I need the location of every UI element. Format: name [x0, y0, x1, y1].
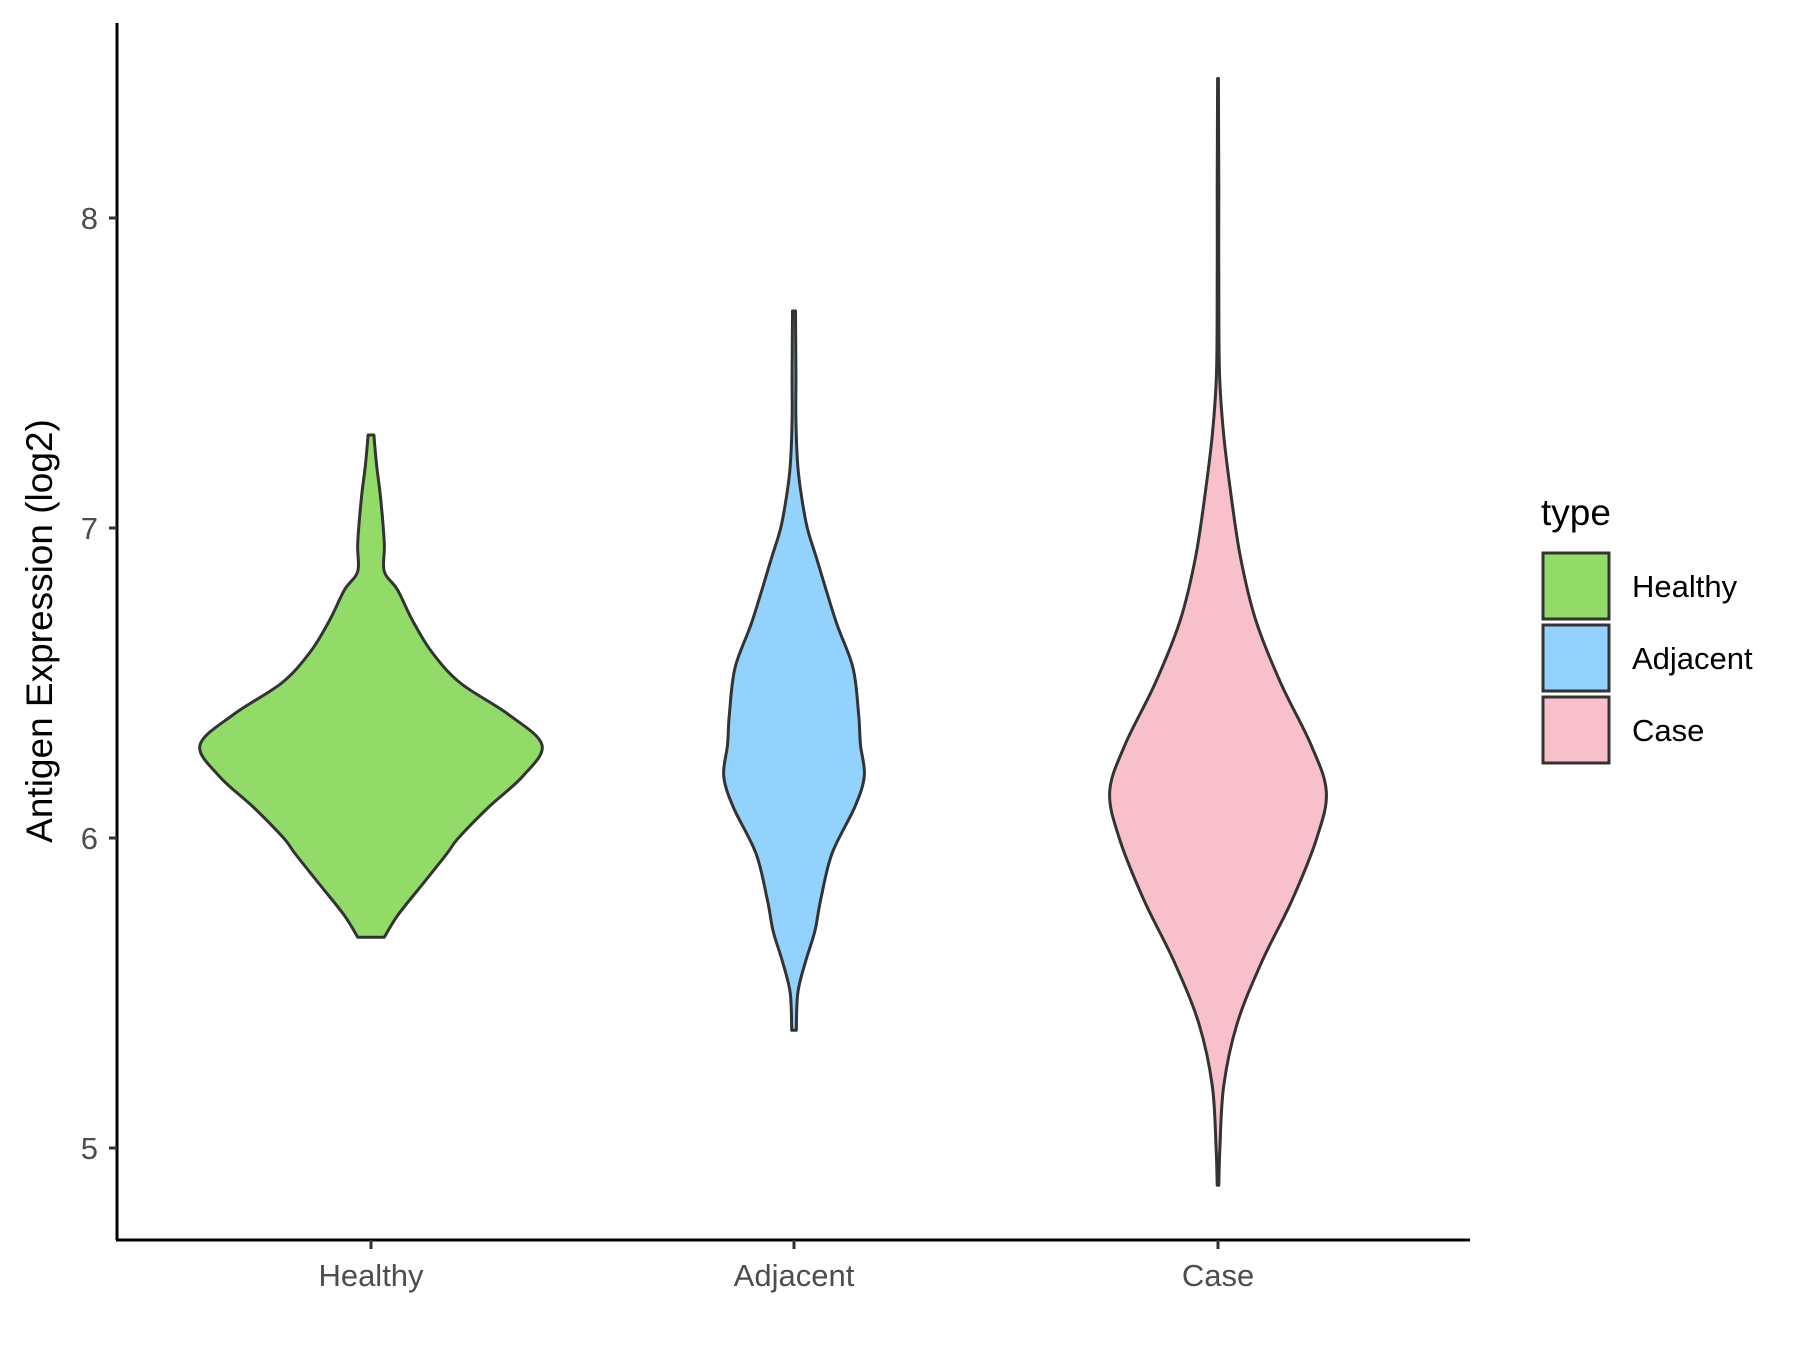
violins-group [198, 77, 1328, 1187]
x-axis-ticks: Healthy Adjacent Case [318, 1240, 1254, 1293]
legend-label-adjacent: Adjacent [1632, 641, 1753, 676]
x-tick-label-adjacent: Adjacent [734, 1258, 855, 1293]
legend: type Healthy Adjacent Case [1541, 492, 1753, 765]
y-tick-label: 5 [81, 1131, 98, 1166]
violin-healthy [198, 433, 544, 939]
x-tick-label-healthy: Healthy [318, 1258, 424, 1293]
y-axis-ticks: 5 6 7 8 [81, 201, 117, 1166]
y-tick-label: 7 [81, 511, 98, 546]
legend-label-case: Case [1632, 713, 1704, 748]
violin-adjacent [722, 309, 866, 1032]
violin-case [1108, 77, 1328, 1187]
legend-swatch-adjacent [1541, 623, 1611, 693]
legend-title: type [1541, 492, 1611, 533]
legend-swatch-healthy [1541, 551, 1611, 621]
y-tick-label: 6 [81, 821, 98, 856]
y-axis-title: Antigen Expression (log2) [19, 419, 60, 843]
legend-label-healthy: Healthy [1632, 569, 1738, 604]
legend-swatch-case [1541, 695, 1611, 765]
y-tick-label: 8 [81, 201, 98, 236]
x-tick-label-case: Case [1182, 1258, 1254, 1293]
